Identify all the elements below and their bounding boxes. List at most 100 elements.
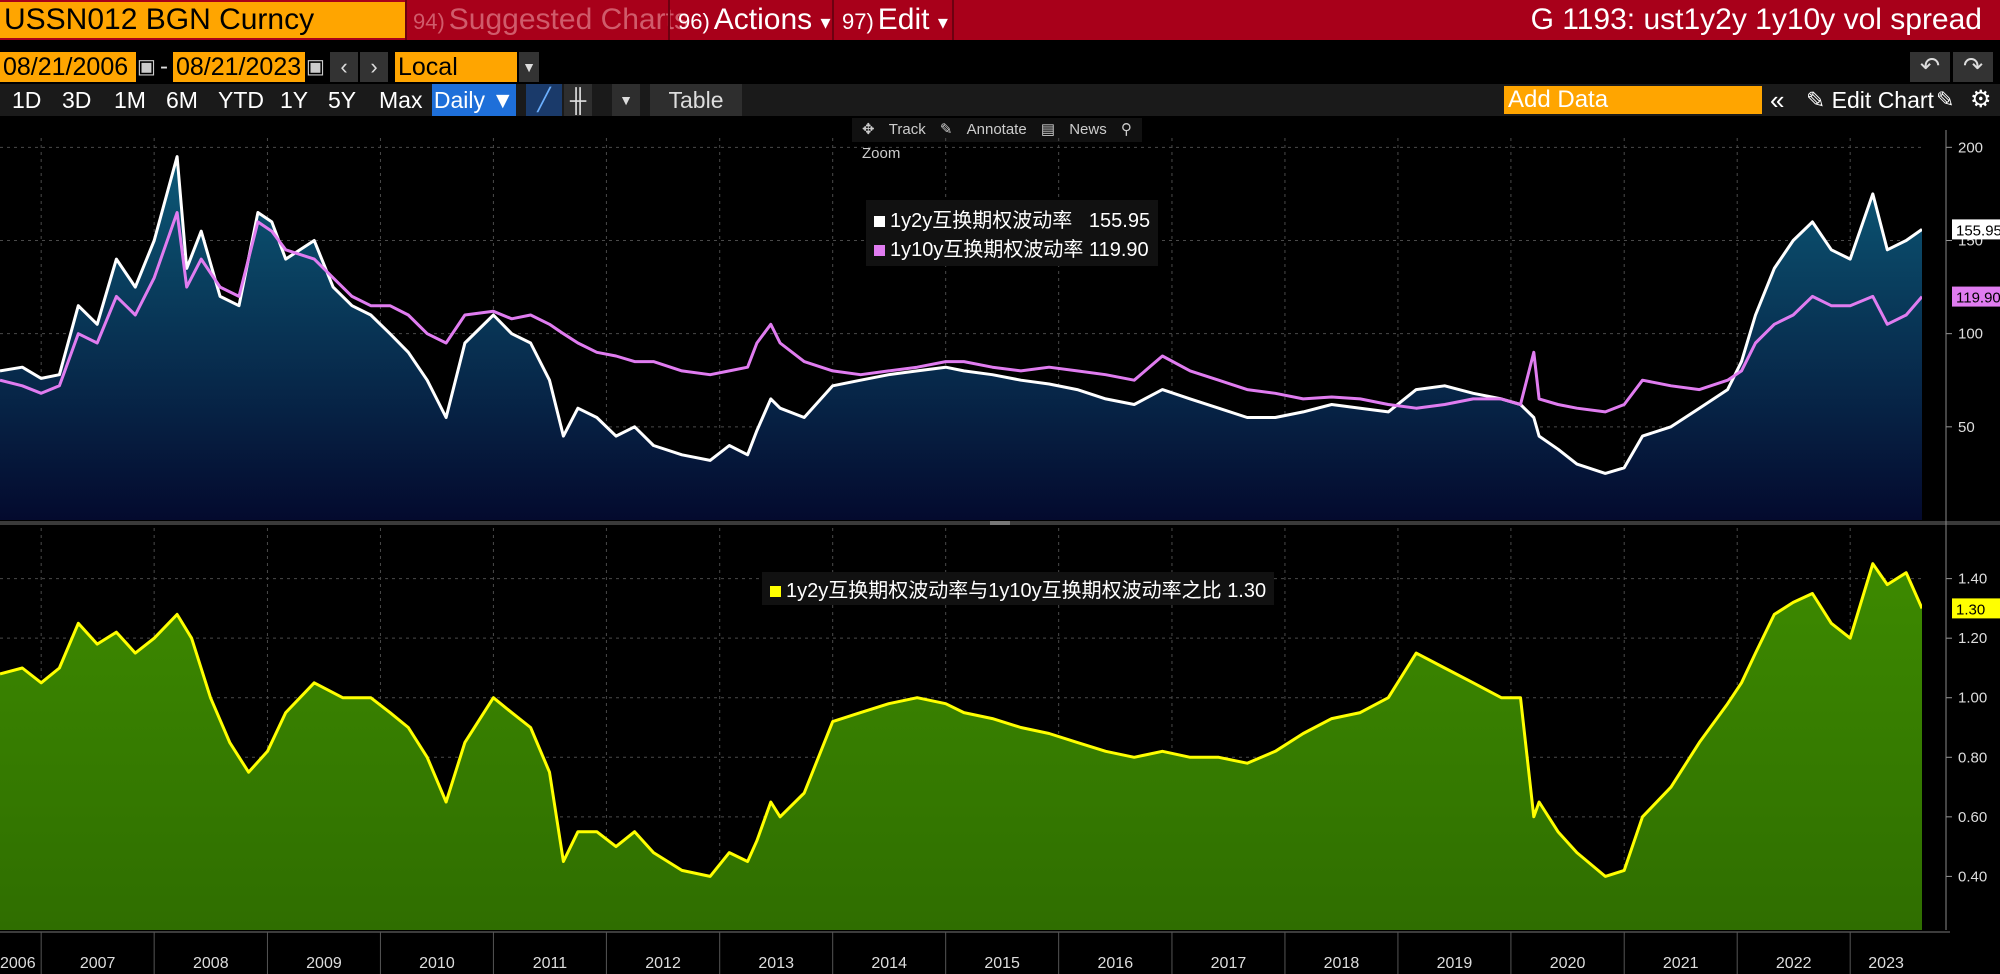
range-1d[interactable]: 1D: [12, 87, 42, 113]
x-tick-label: 2016: [1098, 955, 1134, 972]
redo-icon[interactable]: ↷: [1953, 52, 1993, 82]
y-tick-label: 1.00: [1958, 690, 1987, 707]
chevron-down-icon[interactable]: ▼: [612, 84, 640, 116]
actions-menu[interactable]: 96) Actions ▾: [678, 0, 831, 40]
date-separator: -: [160, 53, 168, 80]
legend-label: 1y2y互换期权波动率: [890, 210, 1073, 232]
series-area: [0, 563, 1922, 930]
track-label: Track: [888, 121, 926, 138]
last-value-label: 155.95: [1956, 222, 2000, 239]
x-tick-label: 2009: [306, 955, 342, 972]
series-line: [0, 562, 1924, 878]
legend-swatch: [770, 586, 781, 597]
y-tick-label: 100: [1958, 326, 1983, 343]
menu-label: Suggested Charts: [448, 3, 689, 36]
menu-number: 96): [678, 9, 710, 34]
y-tick-label: 200: [1958, 139, 1983, 156]
menu-divider: [668, 0, 670, 40]
x-tick-label: 2011: [533, 955, 568, 972]
pencil-icon: ✎: [1806, 87, 1826, 113]
last-value-label: 119.90: [1956, 290, 2000, 307]
zoom-label: Zoom: [862, 145, 901, 162]
start-date-field[interactable]: 08/21/2006: [0, 52, 136, 82]
x-tick-label: 2017: [1211, 955, 1247, 972]
calendar-icon[interactable]: ▣: [306, 56, 325, 78]
menu-divider: [832, 0, 834, 40]
security-field[interactable]: USSN012 BGN Curncy: [0, 2, 405, 38]
x-tick-label: 2008: [193, 955, 229, 972]
track-tool[interactable]: ✥ Track: [862, 121, 926, 138]
news-tool[interactable]: ▤ News: [1040, 121, 1107, 138]
y-tick-label: 0.60: [1958, 809, 1987, 826]
x-tick-label: 2019: [1437, 955, 1473, 972]
menu-divider: [952, 0, 954, 40]
table-button[interactable]: Table: [650, 84, 742, 116]
range-1y[interactable]: 1Y: [280, 87, 309, 113]
end-date-field[interactable]: 08/21/2023: [173, 52, 305, 82]
legend-swatch: [874, 216, 885, 227]
range-1m[interactable]: 1M: [114, 87, 146, 113]
chart-tools: ✥ Track ✎ Annotate ▤ News ⚲ Zoom: [852, 118, 1142, 162]
legend-value: 1.30: [1227, 580, 1267, 602]
news-label: News: [1069, 121, 1107, 138]
annotate-tool[interactable]: ✎ Annotate: [939, 121, 1027, 138]
zoom-tool[interactable]: ⚲ Zoom: [862, 121, 1132, 162]
x-tick-label: 2010: [419, 955, 455, 972]
area-layer: [0, 156, 1922, 930]
x-tick-label: 2021: [1663, 955, 1699, 972]
y-tick-label: 50: [1958, 419, 1975, 436]
menu-label: Actions: [713, 3, 813, 36]
prev-arrow-icon[interactable]: ‹: [330, 52, 358, 82]
x-tick-label: 2006: [0, 955, 36, 972]
range-ytd[interactable]: YTD: [218, 87, 264, 113]
x-tick-label: 2023: [1868, 955, 1904, 972]
legend-swatch: [874, 245, 885, 256]
bottom-legend: 1y2y互换期权波动率与1y10y互换期权波动率之比 1.30: [762, 572, 1275, 605]
edit-menu[interactable]: 97) Edit ▾: [842, 0, 948, 40]
collapse-icon[interactable]: «: [1770, 85, 1785, 115]
annotate-label: Annotate: [966, 121, 1027, 138]
y-tick-label: 1.40: [1958, 571, 1987, 588]
legend-entry: 1y2y互换期权波动率 155.95: [874, 204, 1150, 233]
range-5y[interactable]: 5Y: [328, 87, 357, 113]
chevron-down-icon: ▾: [820, 12, 831, 34]
axis-layer: 50100150200155.95119.900.400.600.801.001…: [0, 118, 2000, 974]
range-max[interactable]: Max: [379, 87, 423, 113]
x-tick-label: 2013: [758, 955, 794, 972]
series-area: [0, 156, 1922, 520]
last-value-tag: [1952, 219, 2000, 240]
undo-icon[interactable]: ↶: [1910, 52, 1950, 82]
menu-divider: [405, 0, 407, 40]
legend-entry: 1y10y互换期权波动率 119.90: [874, 233, 1150, 262]
menu-label: Edit: [877, 3, 930, 36]
line-layer: [0, 155, 1924, 878]
legend-value: 155.95: [1088, 210, 1151, 232]
calendar-icon[interactable]: ▣: [137, 56, 156, 78]
range-6m[interactable]: 6M: [166, 87, 198, 113]
divider-handle: [990, 521, 1010, 525]
suggested-charts-menu[interactable]: 94) Suggested Charts: [413, 0, 689, 40]
y-tick-label: 0.80: [1958, 749, 1987, 766]
chevron-down-icon[interactable]: ▼: [519, 52, 539, 82]
x-tick-label: 2012: [645, 955, 681, 972]
top-legend: 1y2y互换期权波动率 155.95 1y10y互换期权波动率 119.90: [866, 200, 1159, 266]
edit-chart-button[interactable]: ✎ Edit Chart: [1806, 84, 1934, 116]
add-data-input[interactable]: Add Data: [1504, 86, 1762, 114]
y-tick-label: 0.40: [1958, 868, 1987, 885]
frequency-button[interactable]: Daily ▼: [432, 84, 516, 116]
bar-chart-icon[interactable]: ╫: [564, 84, 592, 116]
legend-label: 1y10y互换期权波动率: [890, 239, 1084, 261]
range-3d[interactable]: 3D: [62, 87, 92, 113]
chart-edit-icon[interactable]: ✎: [1936, 87, 1955, 112]
line-chart-icon[interactable]: ╱: [526, 84, 562, 116]
edit-chart-label: Edit Chart: [1831, 87, 1934, 113]
last-value-tag: [1952, 286, 2000, 307]
next-arrow-icon[interactable]: ›: [360, 52, 388, 82]
menu-number: 94): [413, 9, 445, 34]
series-line: [0, 211, 1924, 414]
gear-icon[interactable]: ⚙: [1970, 86, 1992, 113]
x-tick-label: 2018: [1324, 955, 1360, 972]
menu-number: 97): [842, 9, 874, 34]
x-tick-label: 2015: [984, 955, 1020, 972]
